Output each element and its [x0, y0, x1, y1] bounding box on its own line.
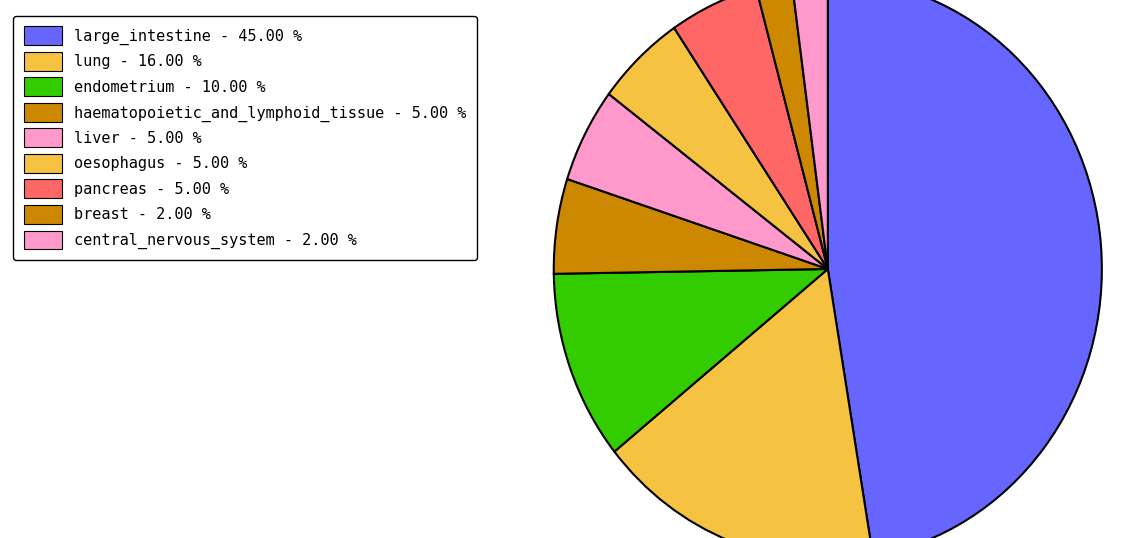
Legend: large_intestine - 45.00 %, lung - 16.00 %, endometrium - 10.00 %, haematopoietic: large_intestine - 45.00 %, lung - 16.00 … [14, 16, 477, 260]
Wedge shape [756, 0, 828, 269]
Wedge shape [567, 94, 828, 269]
Wedge shape [828, 0, 1102, 538]
Wedge shape [553, 179, 828, 274]
Wedge shape [615, 269, 873, 538]
Wedge shape [553, 269, 828, 451]
Wedge shape [674, 0, 828, 269]
Wedge shape [792, 0, 828, 269]
Wedge shape [609, 28, 828, 269]
